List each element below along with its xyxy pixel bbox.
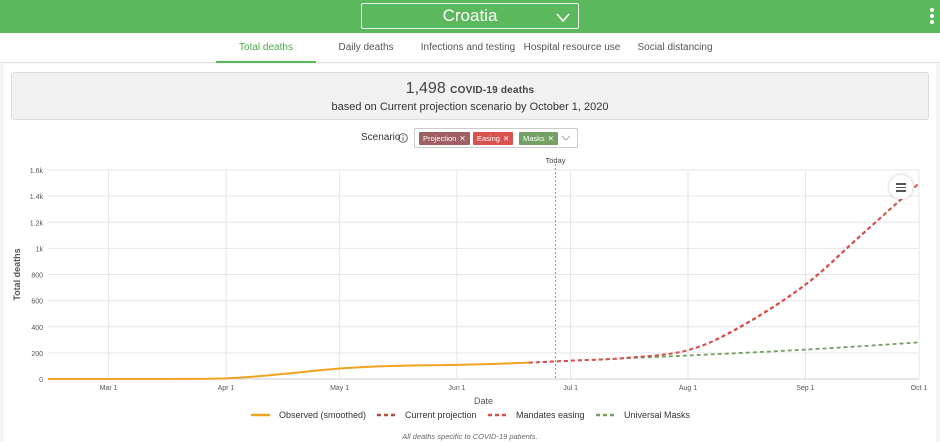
x-tick-label: Mar 1 (100, 385, 118, 392)
legend-universal-masks-label: Universal Masks (624, 410, 691, 420)
x-tick-label: Sep 1 (796, 385, 814, 392)
mandates-easing-line (528, 182, 920, 364)
total-deaths-chart: 0 200 400 600 800 1k 1.2k 1.4k 1.6k Mar 1 Apr 1 May… (12, 156, 928, 441)
y-tick-label: 0 (39, 377, 43, 384)
death-summary: 1,498 COVID-19 deaths based on Current p… (11, 72, 929, 120)
observed-line (47, 361, 529, 381)
x-tick-label: Jul 1 (563, 385, 578, 392)
today-label: Today (545, 156, 565, 165)
tab-hospital-resource-use[interactable]: Hospital resource use (523, 42, 621, 53)
country-name: Croatia (442, 6, 498, 25)
more-menu-icon[interactable] (930, 8, 934, 24)
chevron-down-icon[interactable] (561, 133, 571, 143)
chip-masks[interactable]: Masks ✕ (519, 132, 558, 145)
info-icon[interactable] (398, 133, 408, 143)
country-select[interactable]: Croatia (361, 3, 579, 29)
scenario-select[interactable]: Projection ✕ Easing ✕ Masks ✕ (414, 128, 578, 148)
tab-daily-deaths[interactable]: Daily deaths (338, 42, 394, 53)
top-bar: Croatia (0, 0, 940, 33)
chip-projection[interactable]: Projection ✕ (419, 132, 470, 145)
tab-social-distancing[interactable]: Social distancing (637, 42, 713, 53)
x-tick-label: Apr 1 (218, 385, 235, 392)
summary-subtitle: based on Current projection scenario by … (331, 101, 609, 113)
y-tick-label: 200 (31, 351, 43, 358)
death-count: 1,498 (405, 80, 446, 97)
tab-bar: Total deaths Daily deaths Infections and… (0, 33, 940, 63)
chevron-down-icon (556, 13, 570, 23)
y-tick-label: 600 (31, 299, 43, 306)
chart-footnote: All deaths specific to COVID-19 patients… (401, 432, 537, 441)
death-unit-label: COVID-19 deaths (450, 85, 535, 96)
x-tick-label: May 1 (330, 385, 349, 392)
legend-current-projection-label: Current projection (405, 410, 477, 420)
tab-infections-testing[interactable]: Infections and testing (420, 42, 516, 53)
x-tick-label: Aug 1 (679, 385, 697, 392)
x-tick-label: Oct 1 (911, 385, 928, 392)
x-axis-title: Date (474, 396, 493, 406)
y-tick-label: 800 (31, 273, 43, 280)
y-tick-label: 1k (36, 246, 44, 253)
x-tick-label: Jun 1 (448, 385, 465, 392)
legend-observed-label: Observed (smoothed) (279, 410, 366, 420)
y-axis-title: Total deaths (12, 248, 22, 300)
tab-total-deaths[interactable]: Total deaths (216, 33, 316, 63)
close-icon[interactable]: ✕ (459, 134, 466, 143)
scenario-label: Scenario (361, 132, 401, 143)
chip-easing[interactable]: Easing ✕ (473, 132, 514, 145)
universal-masks-line (528, 341, 920, 364)
close-icon[interactable]: ✕ (547, 134, 554, 143)
y-tick-label: 1.2k (30, 220, 44, 227)
close-icon[interactable]: ✕ (502, 134, 510, 143)
chart-menu-icon[interactable] (889, 175, 913, 199)
legend-mandates-easing-label: Mandates easing (516, 410, 585, 420)
y-tick-label: 400 (31, 325, 43, 332)
y-tick-label: 1.4k (30, 194, 44, 201)
y-tick-label: 1.6k (30, 168, 44, 175)
